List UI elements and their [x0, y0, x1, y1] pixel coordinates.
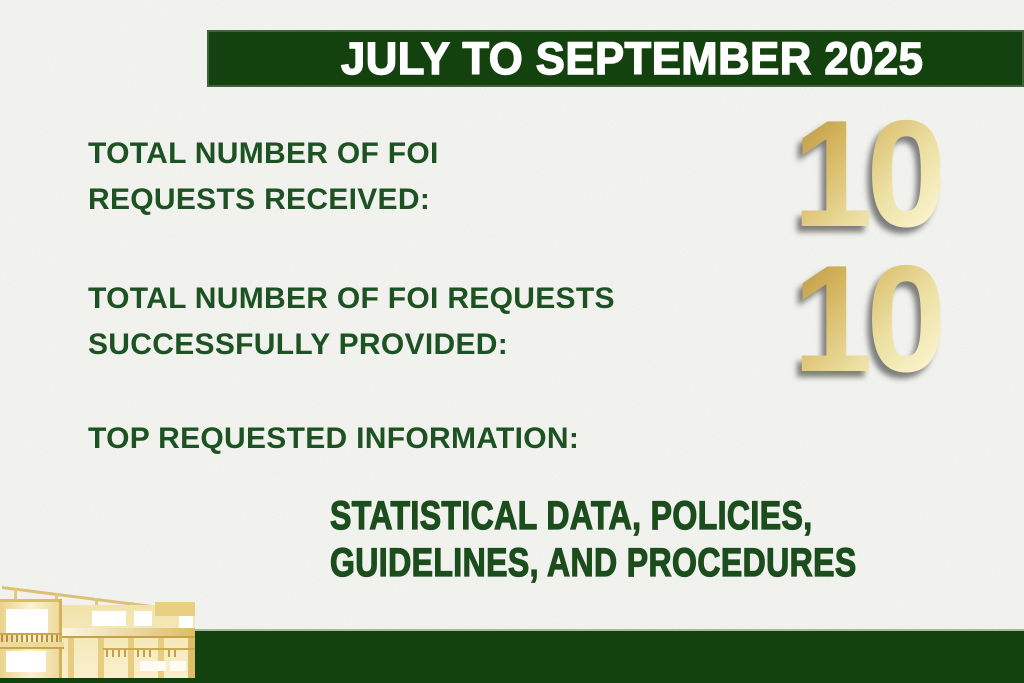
received-label: TOTAL NUMBER OF FOI REQUESTS RECEIVED: [88, 131, 439, 223]
top-requested-label: TOP REQUESTED INFORMATION: [88, 422, 580, 455]
received-label-line2: REQUESTS RECEIVED: [88, 183, 431, 216]
top-requested-value-line2: GUIDELINES, AND PROCEDURES [329, 540, 857, 585]
received-count: 10 [788, 98, 947, 250]
provided-count: 10 [788, 243, 947, 395]
period-title: JULY TO SEPTEMBER 2025 [341, 33, 924, 84]
provided-label: TOTAL NUMBER OF FOI REQUESTS SUCCESSFULL… [88, 276, 615, 368]
provided-label-line1: TOTAL NUMBER OF FOI REQUESTS [88, 282, 615, 315]
top-requested-value-line1: STATISTICAL DATA, POLICIES, [329, 493, 813, 538]
top-requested-value: STATISTICAL DATA, POLICIES, GUIDELINES, … [329, 493, 857, 587]
building-icon [0, 586, 195, 678]
received-label-line1: TOTAL NUMBER OF FOI [88, 137, 439, 170]
provided-label-line2: SUCCESSFULLY PROVIDED: [88, 328, 509, 361]
period-banner: JULY TO SEPTEMBER 2025 [207, 30, 1024, 87]
